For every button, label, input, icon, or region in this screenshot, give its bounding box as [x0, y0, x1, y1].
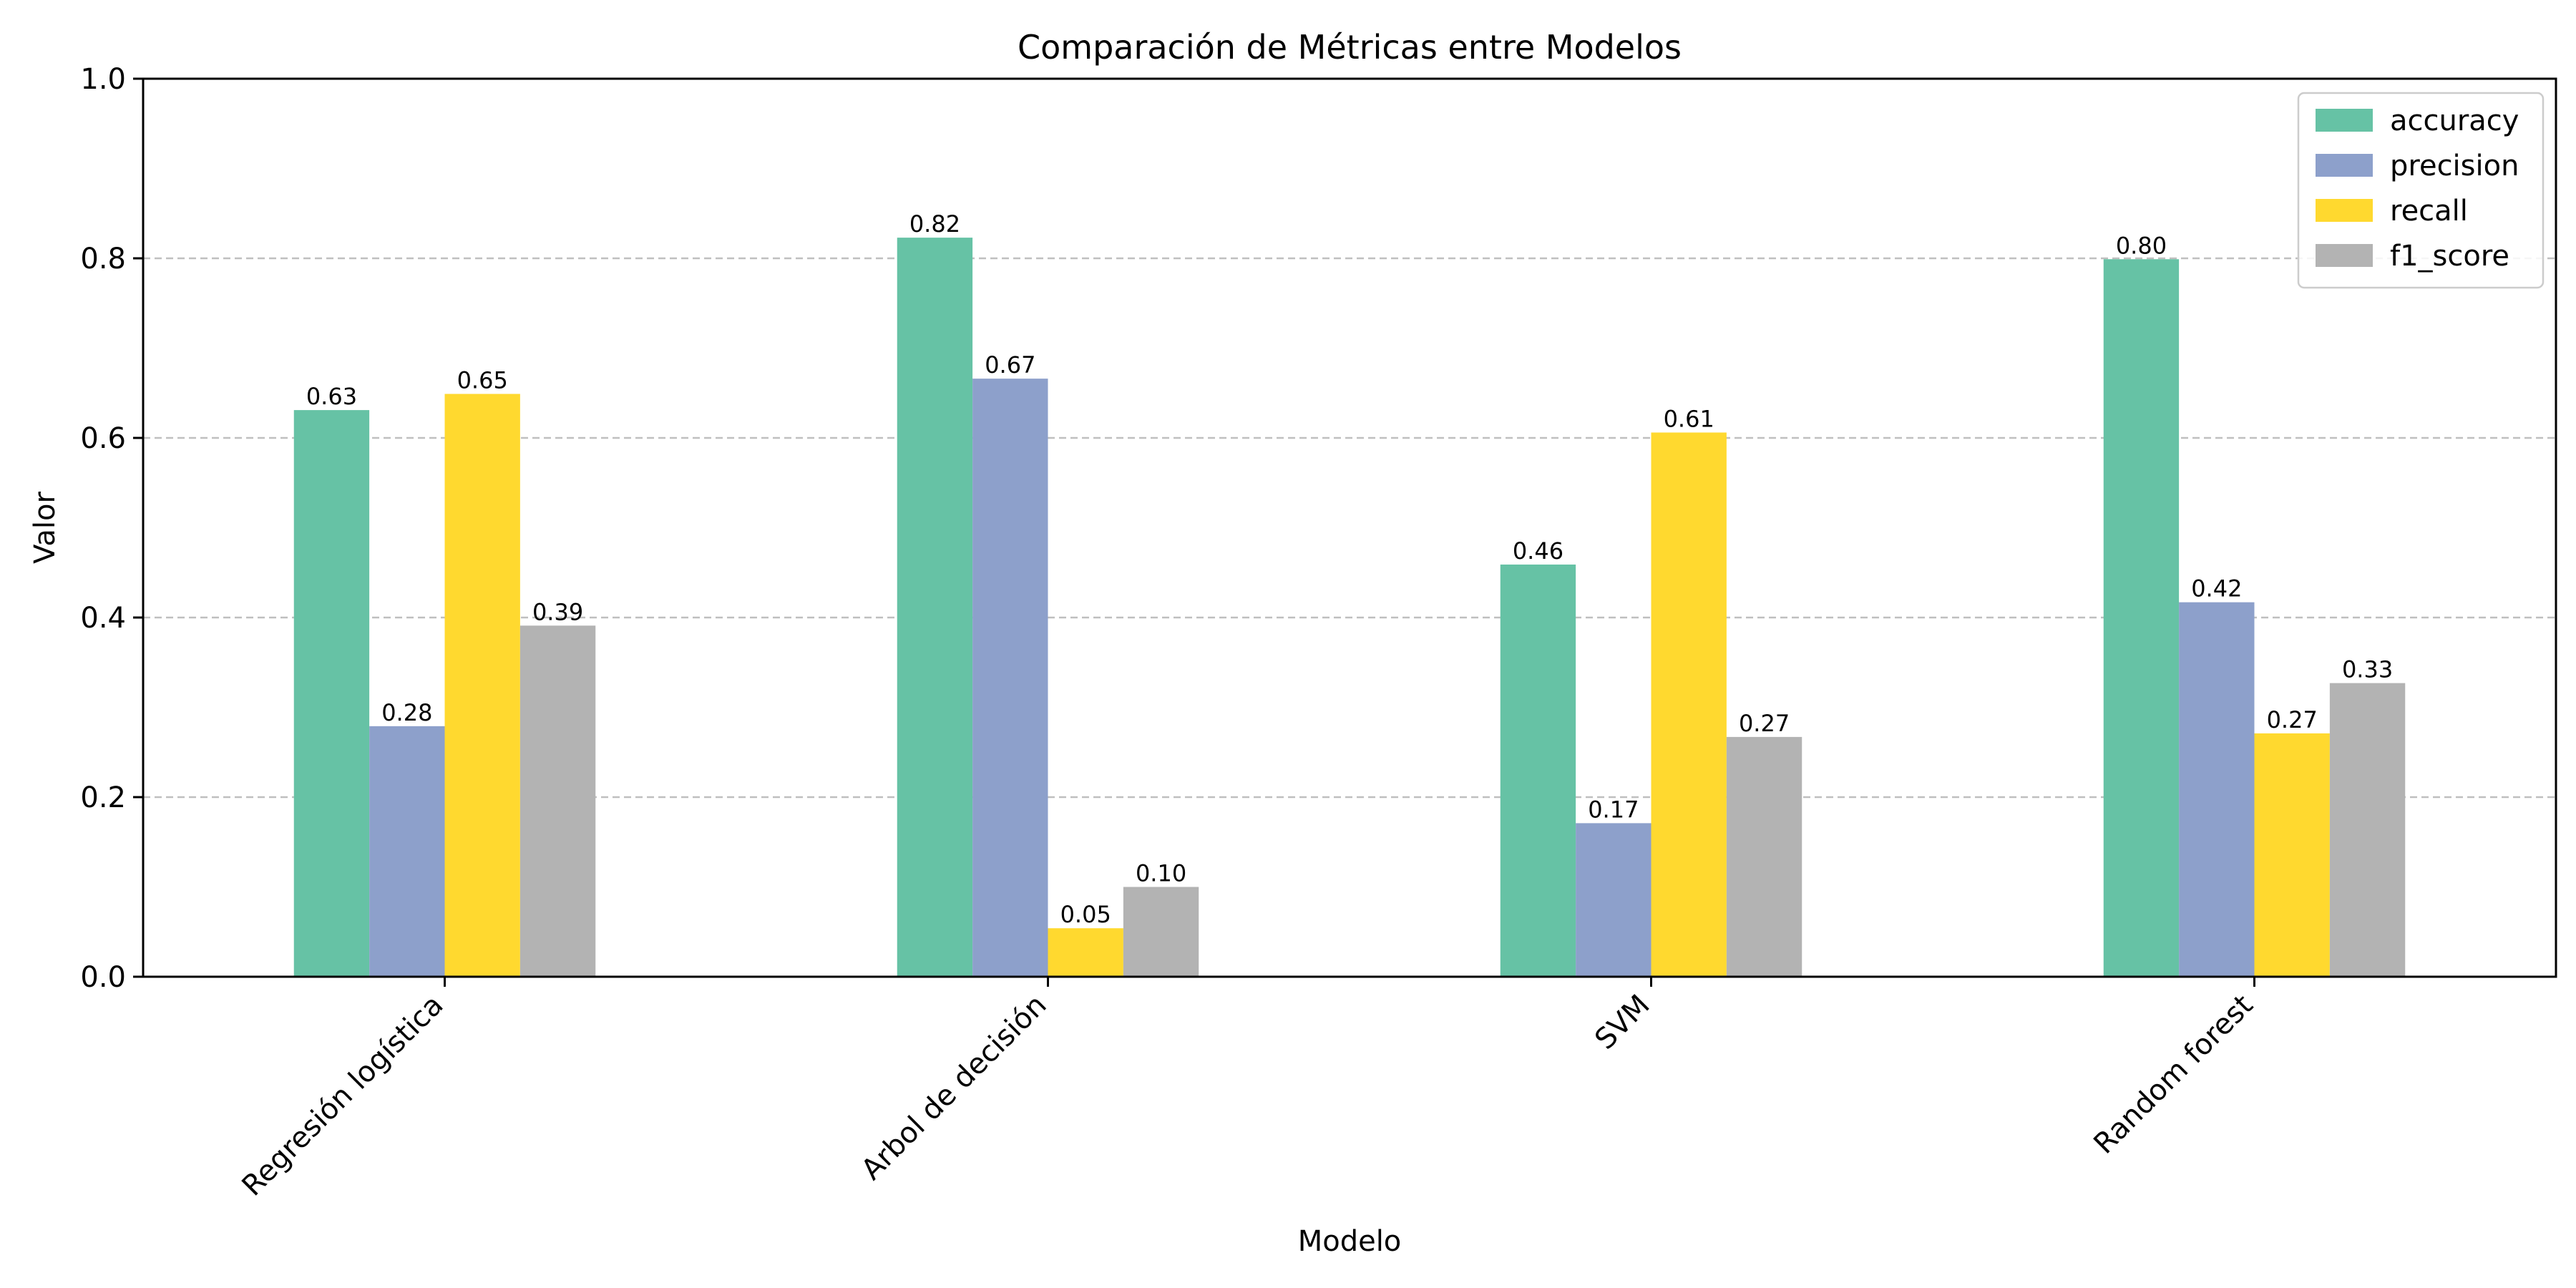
y-tick-label: 1.0 — [80, 63, 126, 96]
legend-label-precision: precision — [2390, 150, 2519, 182]
bar-recall — [1651, 432, 1727, 977]
y-tick-label: 0.6 — [80, 422, 126, 455]
bar-value-label: 0.82 — [909, 210, 960, 238]
x-axis-label: Modelo — [1298, 1225, 1402, 1258]
bar-recall — [444, 394, 520, 977]
legend: accuracy precision recall f1_score — [2297, 92, 2545, 289]
bar-value-label: 0.28 — [381, 699, 432, 726]
bar-precision — [2179, 602, 2255, 977]
bar-value-label: 0.80 — [2116, 232, 2167, 259]
y-axis-ticks: 0.0 0.2 0.4 0.6 0.8 1.0 — [80, 63, 143, 994]
bar-f1_score — [2329, 683, 2406, 977]
legend-label-f1_score: f1_score — [2390, 240, 2509, 273]
bar-accuracy — [293, 410, 370, 977]
bar-value-label: 0.65 — [457, 367, 508, 394]
bar-value-label: 0.42 — [2191, 575, 2242, 602]
legend-swatch-precision — [2316, 154, 2373, 177]
bar-value-label: 0.67 — [985, 351, 1035, 379]
y-tick-label: 0.4 — [80, 602, 126, 635]
plot-frame — [142, 77, 2557, 978]
bars — [293, 238, 2406, 977]
y-tick-label: 0.0 — [80, 961, 126, 994]
bar-value-label: 0.63 — [306, 383, 357, 410]
bar-recall — [2254, 733, 2330, 977]
bar-value-label: 0.46 — [1513, 537, 1563, 565]
bar-value-label: 0.10 — [1136, 860, 1186, 887]
bar-value-label: 0.39 — [532, 598, 583, 625]
bar-precision — [972, 379, 1048, 977]
bar-value-label: 0.61 — [1664, 405, 1714, 432]
y-axis-label: Valor — [29, 492, 62, 564]
bar-value-label: 0.17 — [1588, 796, 1639, 823]
bar-precision — [1576, 823, 1652, 977]
legend-label-recall: recall — [2390, 195, 2468, 228]
legend-swatch-f1_score — [2316, 244, 2373, 267]
legend-box — [2297, 92, 2545, 289]
y-tick-label: 0.8 — [80, 243, 126, 275]
chart-title: Comparación de Métricas entre Modelos — [1018, 28, 1682, 67]
bar-f1_score — [1726, 736, 1802, 977]
bar-f1_score — [519, 625, 596, 977]
legend-swatch-accuracy — [2316, 109, 2373, 132]
y-tick-label: 0.2 — [80, 781, 126, 814]
bar-accuracy — [897, 238, 973, 977]
bar-value-label: 0.05 — [1060, 901, 1111, 928]
bar-value-label: 0.27 — [2267, 706, 2318, 733]
bar-accuracy — [2103, 259, 2180, 977]
legend-label-accuracy: accuracy — [2390, 104, 2519, 137]
bar-value-label: 0.27 — [1739, 710, 1790, 737]
bar-value-label: 0.33 — [2342, 656, 2393, 683]
bar-f1_score — [1123, 887, 1199, 977]
bar-recall — [1048, 928, 1123, 977]
data-labels: 0.63 0.28 0.65 0.39 0.82 0.67 0.05 0.10 0.46 0.17… — [306, 210, 2393, 928]
bar-accuracy — [1500, 564, 1576, 977]
legend-swatch-recall — [2316, 199, 2373, 222]
bar-precision — [369, 726, 445, 977]
